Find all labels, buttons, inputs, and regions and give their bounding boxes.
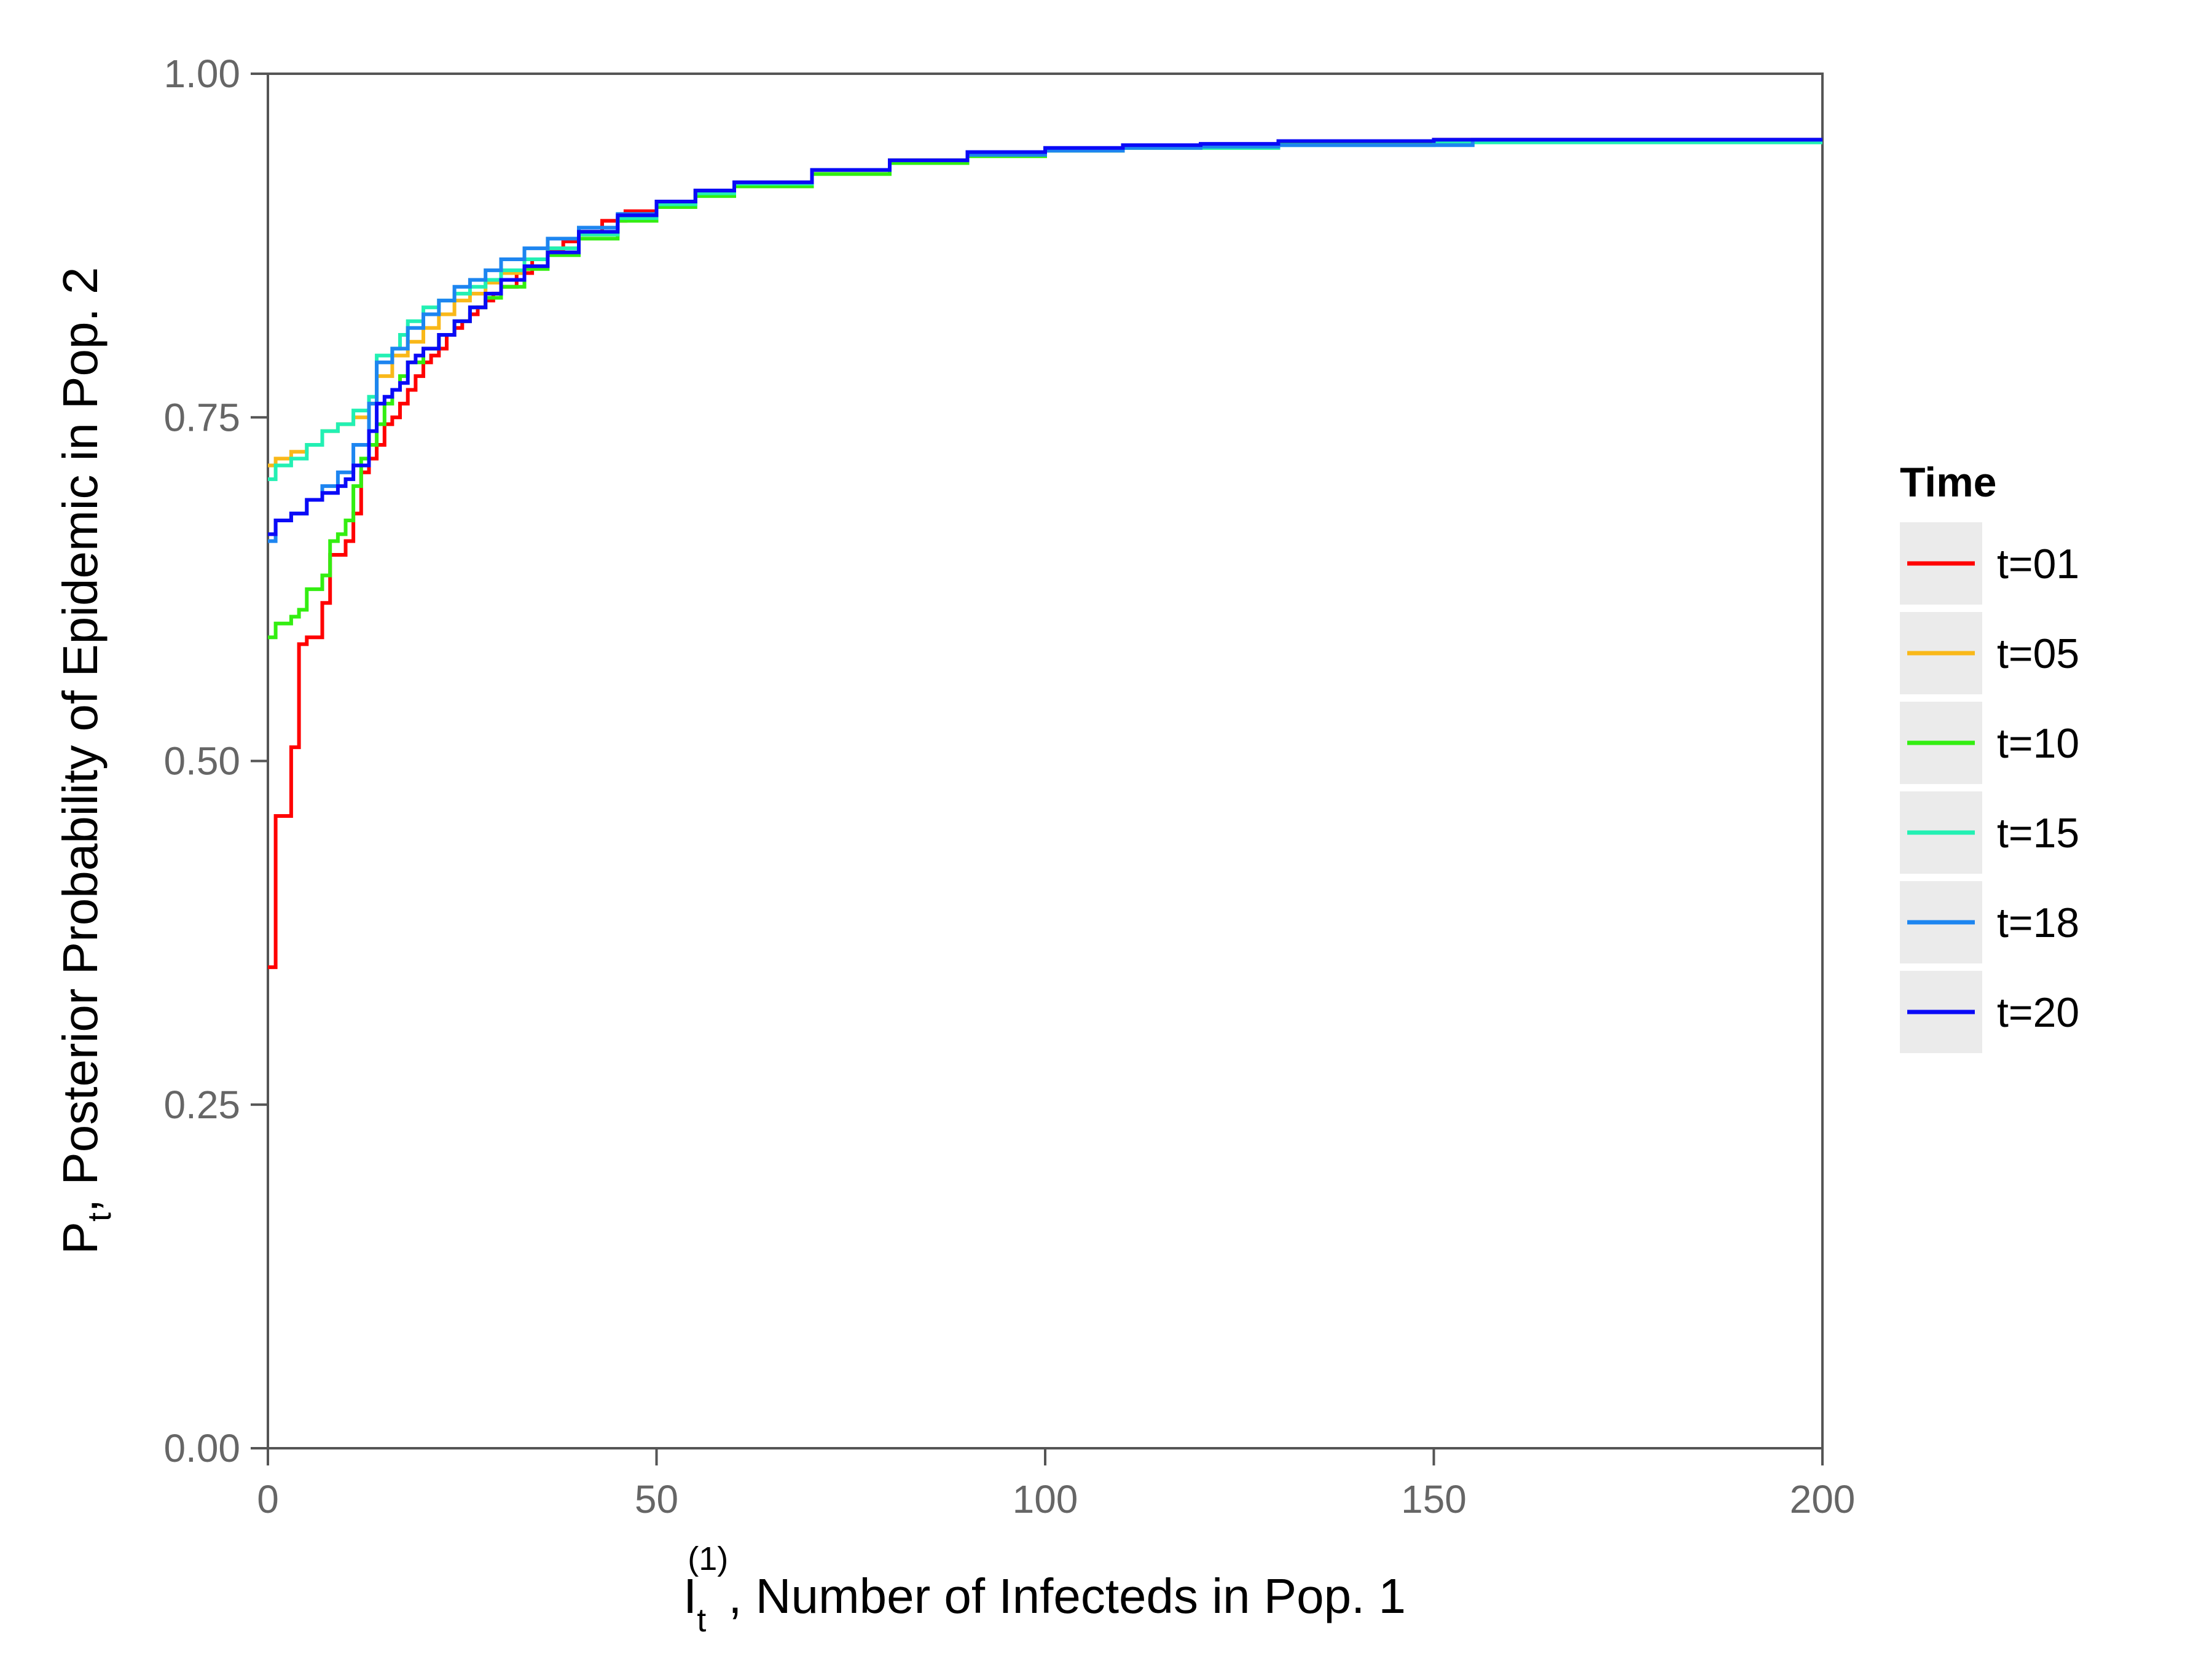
x-tick-label: 0: [257, 1477, 279, 1521]
legend-label: t=20: [1997, 989, 2079, 1036]
x-tick-label: 50: [635, 1477, 678, 1521]
y-axis-title-main: P: [53, 1222, 108, 1254]
x-tick-label: 100: [1013, 1477, 1078, 1521]
legend-label: t=01: [1997, 541, 2079, 587]
y-tick-label: 0.75: [163, 395, 240, 439]
legend-title: Time: [1900, 459, 1996, 506]
y-axis-title-sub: t: [81, 1212, 118, 1222]
legend-label: t=18: [1997, 900, 2079, 946]
legend-label: t=15: [1997, 810, 2079, 857]
y-tick-label: 0.00: [163, 1426, 240, 1470]
y-axis-title: Pt, Posterior Probability of Epidemic in…: [53, 267, 118, 1255]
x-tick-label: 200: [1790, 1477, 1856, 1521]
y-axis: 0.00 0.25 0.50 0.75 1.00: [163, 52, 268, 1470]
x-axis-title: It (1), Number of Infecteds in Pop. 1: [683, 1540, 1406, 1639]
y-tick-label: 1.00: [163, 52, 240, 96]
y-tick-label: 0.25: [163, 1083, 240, 1127]
series-layer: [268, 138, 1822, 970]
x-tick-label: 150: [1401, 1477, 1467, 1521]
y-tick-label: 0.50: [163, 739, 240, 783]
y-axis-title-rest: , Posterior Probability of Epidemic in P…: [53, 267, 108, 1213]
legend-label: t=05: [1997, 630, 2079, 677]
plot-panel: [267, 73, 1824, 1449]
series-line-t-20: [268, 138, 1822, 536]
x-axis-title-sub: t: [697, 1602, 706, 1639]
legend: Time t=01 t=05 t=10 t=15 t=18 t=20: [1900, 459, 2079, 1053]
legend-label: t=10: [1997, 720, 2079, 767]
x-axis-title-sup: (1): [688, 1540, 728, 1577]
x-axis-title-main: I: [683, 1569, 697, 1623]
series-line-t-18: [268, 138, 1822, 543]
x-axis-title-rest: , Number of Infecteds in Pop. 1: [728, 1569, 1406, 1623]
x-axis: 0 50 100 150 200: [257, 1448, 1855, 1521]
